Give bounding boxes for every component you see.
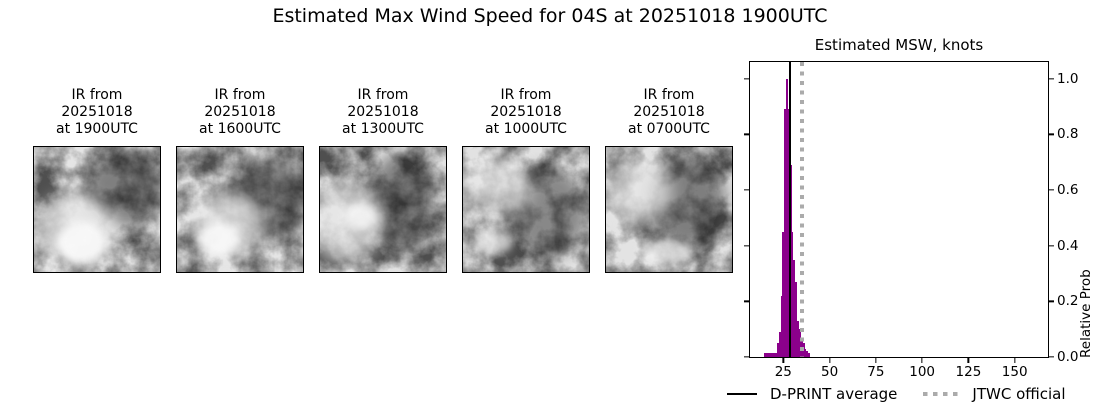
y-tick-right <box>1048 133 1054 135</box>
x-tick <box>921 357 923 363</box>
histogram-bar <box>771 352 774 357</box>
ir-cloud-graphic <box>177 147 303 272</box>
histogram-bar <box>808 352 811 357</box>
x-tick <box>828 357 831 363</box>
dprint-average-line <box>788 62 791 357</box>
histogram-bar <box>773 352 775 357</box>
histogram-bar <box>793 259 796 357</box>
ir-label-line: IR from <box>71 87 123 103</box>
ir-label-line: IR from <box>214 87 266 103</box>
chart-title: Estimated MSW, knots <box>814 36 984 54</box>
ir-cloud-graphic <box>463 147 589 272</box>
histogram-bar <box>776 343 779 357</box>
ir-panel-label-4: IR from 20251018 at 1000UTC <box>442 87 610 138</box>
histogram-bar <box>769 352 772 357</box>
ir-satellite-image-4 <box>462 146 590 273</box>
ir-label-line: 20251018 <box>490 104 562 120</box>
chart-legend: D-PRINT average JTWC official <box>727 385 1066 403</box>
ir-panel-label-5: IR from 20251018 at 0700UTC <box>585 87 753 138</box>
histogram-bar <box>778 331 781 357</box>
histogram-bar <box>795 281 798 357</box>
legend-label-jtwc: JTWC official <box>972 385 1066 403</box>
y-axis-label: Relative Prob <box>1078 269 1094 358</box>
y-tick-right <box>1048 300 1054 302</box>
ir-satellite-image-5 <box>605 146 733 273</box>
x-tick-label: 50 <box>820 364 839 380</box>
y-tick-left <box>744 78 750 80</box>
ir-cloud-graphic <box>320 147 446 272</box>
ir-label-line: at 1000UTC <box>485 121 567 137</box>
x-tick-label: 25 <box>774 364 792 380</box>
histogram-bar <box>804 348 807 357</box>
y-tick-label: 0.2 <box>1057 293 1079 310</box>
legend-label-dprint: D-PRINT average <box>770 385 898 403</box>
y-tick-right <box>1048 78 1054 80</box>
y-tick-label: 0.8 <box>1057 126 1079 143</box>
jtwc-official-line <box>799 62 804 357</box>
y-tick-label: 1.0 <box>1057 70 1079 87</box>
ir-label-line: IR from <box>500 87 552 103</box>
histogram-bar <box>763 352 766 357</box>
ir-panel-label-2: IR from 20251018 at 1600UTC <box>156 87 324 138</box>
y-tick-left <box>744 189 750 191</box>
y-tick-label: 0.4 <box>1057 237 1079 254</box>
jtwc-official-line-sample <box>923 391 960 397</box>
x-tick-label: 150 <box>1001 364 1028 380</box>
ir-satellite-image-1 <box>33 146 161 273</box>
x-tick <box>1014 357 1016 363</box>
histogram-bar <box>791 231 794 357</box>
histogram-bar <box>765 352 768 357</box>
y-tick-left <box>744 356 750 358</box>
x-tick <box>782 357 784 363</box>
ir-panel-label-3: IR from 20251018 at 1300UTC <box>299 87 467 138</box>
x-tick-label: 100 <box>909 364 936 380</box>
y-tick-right <box>1048 356 1054 358</box>
ir-cloud-graphic <box>606 147 732 272</box>
x-tick-label: 75 <box>867 364 885 380</box>
ir-label-line: at 1300UTC <box>342 121 424 137</box>
x-tick <box>875 357 877 363</box>
figure-title: Estimated Max Wind Speed for 04S at 2025… <box>272 5 828 27</box>
y-tick-right <box>1048 189 1054 191</box>
ir-label-line: 20251018 <box>204 104 276 120</box>
ir-satellite-image-3 <box>319 146 447 273</box>
ir-label-line: IR from <box>643 87 695 103</box>
ir-cloud-graphic <box>34 147 160 272</box>
ir-label-line: 20251018 <box>347 104 419 120</box>
ir-satellite-image-2 <box>176 146 304 273</box>
histogram-bar <box>780 295 783 357</box>
y-tick-right <box>1048 245 1054 247</box>
ir-label-line: 20251018 <box>61 104 133 120</box>
histogram-plot: 25 50 75 100 125 150 0.0 0.2 0.4 0.6 0.8 1.0 <box>744 61 1078 380</box>
histogram-bar <box>806 351 809 357</box>
ir-panel-label-1: IR from 20251018 at 1900UTC <box>13 87 181 138</box>
dprint-average-line-sample <box>727 392 757 396</box>
y-tick-label: 0.0 <box>1057 349 1079 365</box>
ir-label-line: at 0700UTC <box>628 121 710 137</box>
histogram-bar <box>786 78 788 357</box>
histogram-bar <box>797 320 800 357</box>
y-tick-label: 0.6 <box>1057 182 1079 199</box>
ir-label-line: IR from <box>357 87 409 103</box>
x-tick <box>967 357 970 363</box>
y-tick-left <box>744 133 750 135</box>
ir-label-line: at 1900UTC <box>56 121 138 137</box>
histogram-bar <box>774 352 777 357</box>
histogram-bar <box>784 109 787 357</box>
ir-label-line: 20251018 <box>633 104 705 120</box>
y-tick-left <box>744 300 750 302</box>
histogram-bar <box>782 231 785 357</box>
ir-label-line: at 1600UTC <box>199 121 281 137</box>
x-tick-label: 125 <box>955 364 982 380</box>
y-tick-left <box>744 245 750 247</box>
histogram-bar <box>767 352 770 357</box>
